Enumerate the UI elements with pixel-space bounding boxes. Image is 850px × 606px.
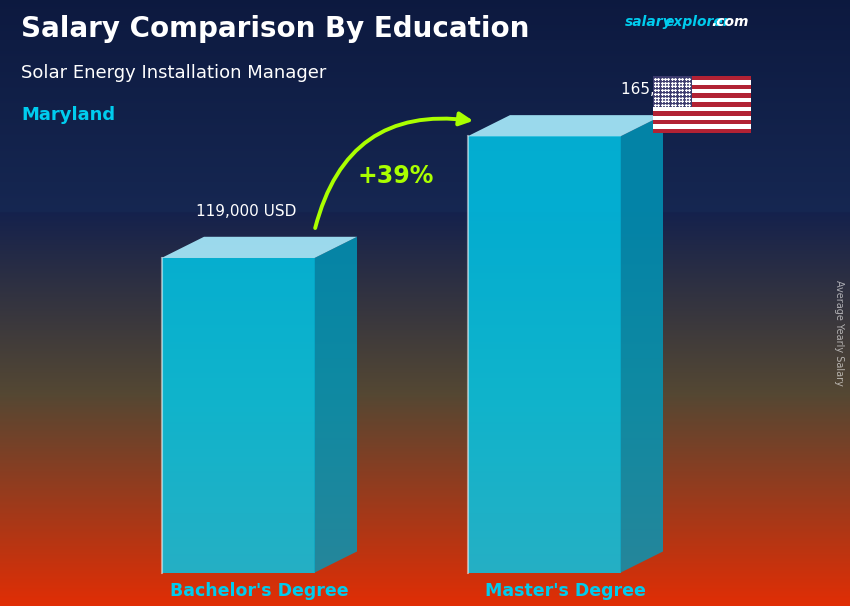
Polygon shape [314, 237, 357, 573]
Bar [653, 80, 751, 85]
Bar [653, 107, 751, 111]
Text: .com: .com [711, 15, 749, 29]
Polygon shape [468, 136, 620, 573]
Text: 165,000 USD: 165,000 USD [620, 82, 721, 97]
Text: Salary Comparison By Education: Salary Comparison By Education [21, 15, 530, 43]
Bar [653, 85, 751, 89]
Polygon shape [468, 115, 663, 136]
Bar [653, 76, 751, 80]
Text: salary: salary [625, 15, 672, 29]
Bar [653, 102, 751, 107]
Bar [653, 129, 751, 133]
Text: 119,000 USD: 119,000 USD [196, 204, 296, 219]
Polygon shape [620, 115, 663, 573]
Text: +39%: +39% [357, 164, 434, 188]
Text: Solar Energy Installation Manager: Solar Energy Installation Manager [21, 64, 326, 82]
Bar [653, 98, 751, 102]
Text: explorer: explorer [665, 15, 730, 29]
Bar [653, 89, 751, 93]
Polygon shape [162, 237, 357, 258]
Text: Average Yearly Salary: Average Yearly Salary [834, 281, 844, 386]
Bar [653, 93, 751, 98]
Bar [653, 76, 692, 107]
Bar [653, 116, 751, 120]
Polygon shape [162, 258, 314, 573]
Bar [653, 120, 751, 124]
Text: Maryland: Maryland [21, 106, 116, 124]
Text: Master's Degree: Master's Degree [484, 582, 646, 600]
Bar [653, 111, 751, 116]
Bar [653, 124, 751, 129]
FancyArrowPatch shape [315, 113, 469, 228]
Text: Bachelor's Degree: Bachelor's Degree [170, 582, 348, 600]
